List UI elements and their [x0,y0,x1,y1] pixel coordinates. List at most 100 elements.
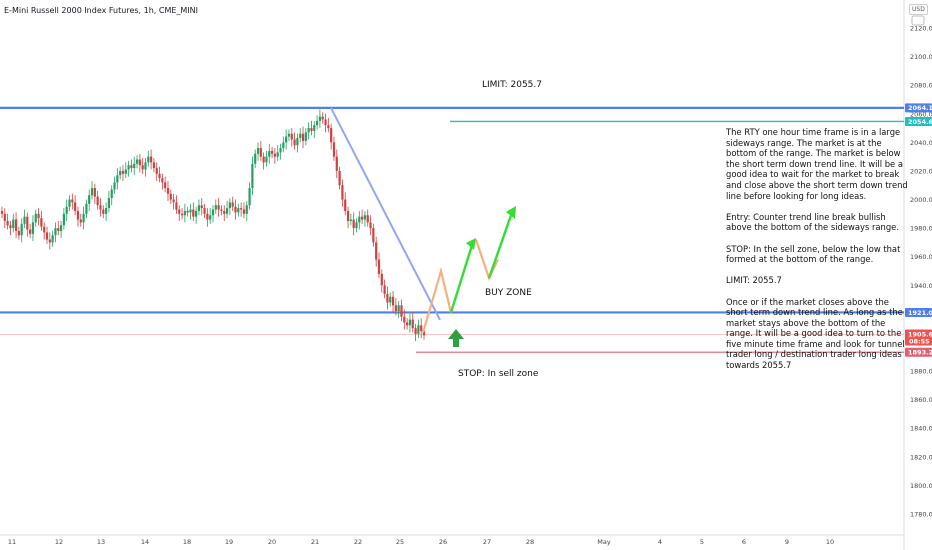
candle [420,318,423,339]
x-tick-label: 10 [826,538,834,546]
candle-body [265,156,268,163]
y-tick-label: 1800.0 [910,482,932,490]
candle-body [358,216,361,223]
candle [240,202,243,217]
candle-body [389,296,392,303]
y-tick-label: 2120.0 [910,25,932,33]
candle [17,226,20,240]
candle [259,140,262,161]
candle [304,128,307,146]
candle [268,143,271,164]
candle [192,202,195,221]
candle [85,199,88,219]
candle [43,222,46,240]
candle [37,208,40,226]
candle [273,148,276,164]
candle-body [175,202,178,210]
candle-body [234,206,237,213]
candle [166,180,170,201]
price-tag: 1893.2 [905,347,932,357]
chart-title: E-Mini Russell 2000 Index Futures, 1h, C… [4,6,199,15]
candle-body [335,156,338,171]
candle [262,152,265,170]
candle [318,109,322,129]
candle [335,149,338,179]
candle [220,205,223,216]
candle [150,149,153,170]
price-tag-bg [905,307,932,317]
candle-body [242,209,246,214]
candle-body [383,285,386,294]
candle-body [158,173,161,179]
candle-body [195,210,198,217]
candle [327,118,330,133]
candle-body [251,163,254,189]
y-tick-label: 2040.0 [910,139,932,147]
candle [169,189,172,204]
candle [51,230,54,247]
price-tag: 2064.1 [905,103,932,113]
candle [152,158,156,173]
candle-body [116,175,119,183]
candle-body [386,293,389,303]
candle-body [349,219,352,221]
x-tick-label: 11 [8,538,16,546]
candle [287,129,291,141]
x-tick-label: 5 [700,538,704,546]
candle [116,168,119,190]
candle-body [361,216,364,220]
candle-body [301,133,305,141]
candle [40,210,43,231]
candle [164,176,167,193]
price-tag-bg [905,116,932,126]
x-tick-label: 13 [97,538,105,546]
candle [68,195,71,211]
candle [279,143,282,160]
candle [403,309,406,330]
candle-body [147,156,150,163]
candle [248,182,251,210]
x-tick-label: 26 [439,538,447,546]
candle-body [287,133,291,137]
y-tick-label: 1840.0 [910,425,932,433]
candle-body [9,225,12,229]
candle [54,222,57,243]
candle-body [228,202,231,209]
price-tag: 1921.0 [905,307,932,317]
candle-body [68,199,71,207]
candle-body [121,170,125,174]
y-tick-label: 1780.0 [910,511,932,519]
price-tag-bg [905,329,932,346]
candle-body [166,188,170,194]
candle-body [307,128,310,133]
candle-body [321,116,324,120]
candle-body [144,162,147,170]
candle [195,206,198,224]
candle-body [102,209,105,214]
candle-body [48,239,51,243]
candle [90,180,94,200]
candle [6,213,9,230]
candle-body [417,325,420,334]
candle [225,200,229,219]
candle [324,113,327,133]
candle-body [397,305,400,312]
candle-body [62,213,65,226]
candle-body [71,199,74,203]
candle-body [51,235,54,243]
currency-badge[interactable]: USD [909,4,928,15]
candle [88,189,91,211]
candle-body [248,188,251,206]
analysis-note: The RTY one hour time frame is in a larg… [726,127,908,371]
candle-body [141,165,144,170]
candles [0,109,426,342]
candle [338,166,341,190]
candle [34,209,37,227]
candle-body [6,220,9,226]
candle-body [237,208,240,213]
candle [178,205,181,221]
candle-body [366,215,369,223]
candle [389,292,392,307]
candle-body [377,259,381,274]
